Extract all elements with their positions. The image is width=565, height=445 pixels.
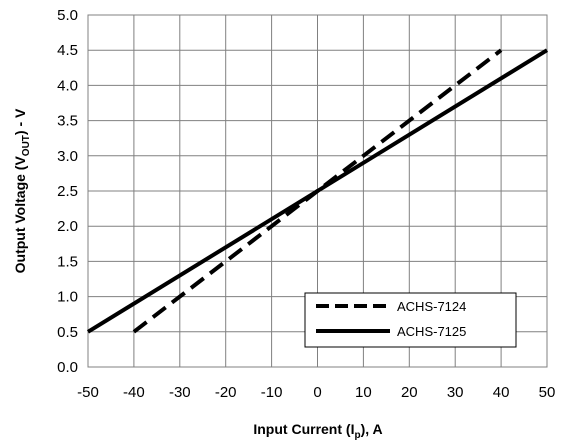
y-tick-label: 3.0	[57, 148, 78, 165]
y-tick-label: 0.5	[57, 324, 78, 341]
x-tick-label: 20	[401, 384, 418, 401]
y-tick-labels: 0.0 0.5 1.0 1.5 2.0 2.5 3.0 3.5 4.0 4.5 5.0	[57, 7, 78, 376]
y-tick-label: 0.0	[57, 359, 78, 376]
legend: ACHS-7124 ACHS-7125	[304, 292, 517, 348]
y-axis-title: Output Voltage (VOUT) - V	[12, 108, 32, 273]
x-tick-label: 10	[355, 384, 372, 401]
y-tick-label: 4.5	[57, 42, 78, 59]
y-tick-label: 1.5	[57, 253, 78, 270]
x-tick-label: -20	[215, 384, 237, 401]
x-tick-label: 40	[493, 384, 510, 401]
series-lines	[86, 48, 549, 334]
series-line-achs-7125	[86, 48, 549, 334]
y-tick-label: 2.0	[57, 218, 78, 235]
y-tick-label: 2.5	[57, 183, 78, 200]
y-tick-label: 5.0	[57, 7, 78, 24]
legend-label-achs-7124: ACHS-7124	[397, 299, 466, 314]
x-axis-title: Input Current (Ip), A	[253, 421, 382, 441]
x-tick-label: -40	[123, 384, 145, 401]
x-tick-label: 0	[313, 384, 321, 401]
x-tick-label: 50	[539, 384, 556, 401]
y-tick-label: 4.0	[57, 77, 78, 94]
legend-label-achs-7125: ACHS-7125	[397, 324, 466, 339]
x-tick-labels: -50 -40 -30 -20 -10 0 10 20 30 40 50	[77, 384, 555, 401]
plot-area	[87, 14, 548, 368]
x-tick-label: 30	[447, 384, 464, 401]
y-tick-label: 1.0	[57, 289, 78, 306]
y-tick-label: 3.5	[57, 113, 78, 130]
x-tick-label: -50	[77, 384, 99, 401]
x-tick-label: -10	[261, 384, 283, 401]
legend-box	[304, 292, 517, 348]
x-tick-label: -30	[169, 384, 191, 401]
